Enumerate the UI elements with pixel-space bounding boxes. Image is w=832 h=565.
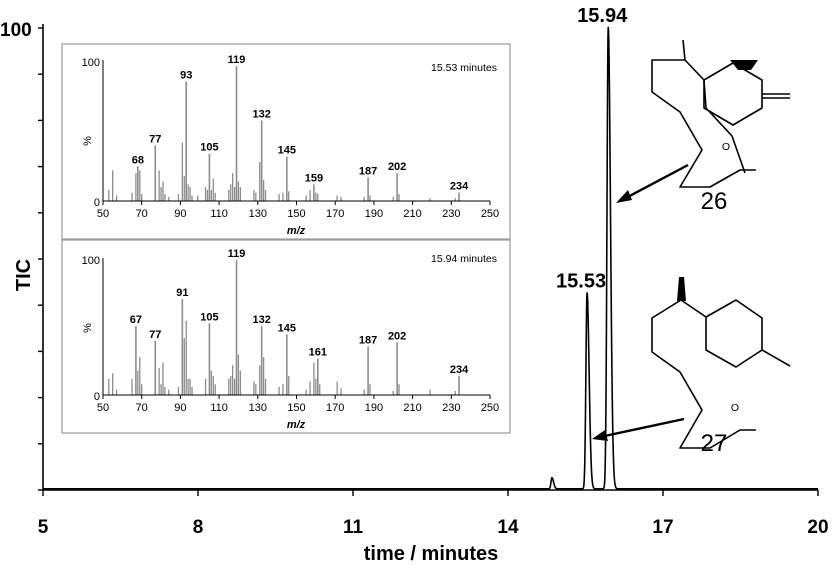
ms-peak-label: 187 — [359, 165, 377, 177]
ms-x-tick-label: 110 — [210, 208, 228, 220]
molecule-26-structure — [651, 39, 790, 188]
ms-x-tick-label: 190 — [365, 208, 383, 220]
ms-peak-label: 202 — [388, 330, 406, 342]
arrow-27-to-peak — [599, 417, 685, 439]
tic-peak-label: 15.53 — [556, 271, 606, 293]
ms-peak-label: 145 — [278, 145, 296, 157]
molecule-26-methoxy-label: O — [722, 141, 730, 153]
tic-x-axis-title: time / minutes — [364, 543, 498, 565]
molecule-27-stereo-wedge — [677, 277, 686, 301]
molecule-26-chain — [682, 39, 746, 174]
tic-trace-line — [43, 26, 818, 490]
compound-26-label: 26 — [701, 188, 728, 215]
ms-peak-label: 77 — [149, 133, 161, 145]
tic-x-tick-label: 11 — [343, 517, 364, 538]
tic-x-tick-label: 20 — [807, 517, 828, 538]
ms-peak-label: 159 — [305, 172, 323, 184]
ms1-y-top-label: 100 — [82, 57, 100, 69]
tic-axes: 5 8 11 14 17 20 100 TIC time / minutes — [0, 20, 829, 565]
ms-x-tick-label: 50 — [97, 402, 109, 414]
ms-x-tick-label: 190 — [365, 402, 383, 414]
tic-x-ticks: 5 8 11 14 17 20 — [38, 490, 829, 538]
ms2-x-ticks: 50 70 90 110 130 150 170 190 210 230 250 — [97, 395, 499, 414]
ms-x-tick-label: 230 — [442, 208, 460, 220]
ms2-peak-labels: 67 77 91 105 119 132 145 161 187 202 234 — [130, 248, 469, 376]
molecule-27-methoxy-label: O — [731, 402, 739, 414]
ms1-x-axis-title: m/z — [287, 225, 306, 237]
ms-x-tick-label: 130 — [249, 402, 267, 414]
ms-peak-label: 77 — [149, 329, 161, 341]
compound-27-label: 27 — [701, 430, 728, 457]
tic-x-tick-label: 17 — [652, 517, 673, 538]
ms1-x-ticks: 50 70 90 110 130 150 170 190 210 230 250 — [97, 201, 499, 220]
ms-x-tick-label: 50 — [97, 208, 109, 220]
arrow-26-head — [616, 190, 632, 203]
ms-x-tick-label: 150 — [287, 402, 305, 414]
mass-spectrum-15-94-panel: 100 0 % m/z 15.94 minutes 50 70 90 110 130 15… — [61, 239, 511, 434]
ms-peak-label: 105 — [200, 142, 218, 154]
ms-peak-label: 105 — [200, 311, 218, 323]
molecule-27-structure — [651, 277, 791, 449]
ms1-title: 15.53 minutes — [431, 62, 497, 74]
mass-spectrum-15-53-frame — [61, 43, 511, 240]
ms-x-tick-label: 250 — [481, 402, 499, 414]
tic-peak-labels: 15.53 15.94 — [556, 5, 628, 293]
tic-x-tick-label: 8 — [193, 517, 204, 538]
tic-x-tick-label: 5 — [38, 517, 49, 538]
ms-peak-label: 234 — [450, 181, 469, 193]
tic-peak-label: 15.94 — [577, 5, 628, 27]
ms-peak-label: 145 — [278, 322, 296, 334]
ms-peak-label: 161 — [309, 347, 327, 359]
arrow-27-head — [592, 430, 608, 441]
ms-x-tick-label: 70 — [136, 402, 148, 414]
ms-x-tick-label: 250 — [481, 208, 499, 220]
ms2-x-axis-title: m/z — [287, 419, 306, 431]
ms-x-tick-label: 210 — [403, 208, 421, 220]
ms-peak-label: 119 — [228, 248, 246, 260]
ms1-y-axis-title: % — [82, 136, 94, 146]
ms-peak-label: 119 — [228, 54, 246, 66]
arrow-26-to-peak — [623, 163, 689, 201]
ms-x-tick-label: 170 — [326, 402, 344, 414]
molecule-26-sidechain — [651, 59, 756, 188]
mass-spectrum-15-53-panel: 100 0 % m/z 15.53 minutes 50 70 90 110 130 15… — [61, 43, 511, 240]
ms-x-tick-label: 230 — [442, 402, 460, 414]
ms1-bars — [108, 66, 460, 201]
ms-x-tick-label: 70 — [136, 208, 148, 220]
ms-x-tick-label: 150 — [287, 208, 305, 220]
tic-x-tick-label: 14 — [497, 517, 519, 538]
tic-y-ticks — [38, 27, 43, 491]
ms-peak-label: 132 — [252, 108, 270, 120]
ms-x-tick-label: 90 — [174, 208, 186, 220]
ms2-y-zero-label: 0 — [94, 391, 100, 403]
ms-x-tick-label: 110 — [210, 402, 228, 414]
ms2-bars — [108, 260, 460, 395]
ms-peak-label: 68 — [132, 154, 144, 166]
ms-x-tick-label: 170 — [326, 208, 344, 220]
ms2-y-axis-title: % — [82, 323, 94, 333]
molecule-27-ring — [680, 299, 763, 368]
compound-arrows — [592, 163, 689, 441]
ms-x-tick-label: 210 — [403, 402, 421, 414]
ms-peak-label: 67 — [130, 314, 142, 326]
molecule-26-stereo-wedge — [707, 60, 758, 70]
molecule-26-ring — [703, 62, 763, 126]
ms1-peak-labels: 68 77 93 105 119 132 145 159 187 202 234 — [132, 54, 469, 192]
ms-x-tick-label: 90 — [174, 402, 186, 414]
ms1-y-zero-label: 0 — [94, 197, 100, 209]
ms-peak-label: 187 — [359, 334, 377, 346]
ms-peak-label: 91 — [176, 287, 188, 299]
molecule-27-methyl — [761, 349, 791, 367]
ms-x-tick-label: 130 — [249, 208, 267, 220]
ms-peak-label: 202 — [388, 161, 406, 173]
ms-peak-label: 93 — [180, 69, 192, 81]
ms2-y-top-label: 100 — [82, 255, 100, 267]
ms-peak-label: 132 — [252, 314, 270, 326]
ms2-title: 15.94 minutes — [431, 253, 497, 265]
tic-y-top-label: 100 — [0, 20, 32, 41]
tic-y-axis-title: TIC — [13, 259, 35, 291]
molecule-27-sidechain — [651, 299, 756, 449]
ms-peak-label: 234 — [450, 364, 469, 376]
